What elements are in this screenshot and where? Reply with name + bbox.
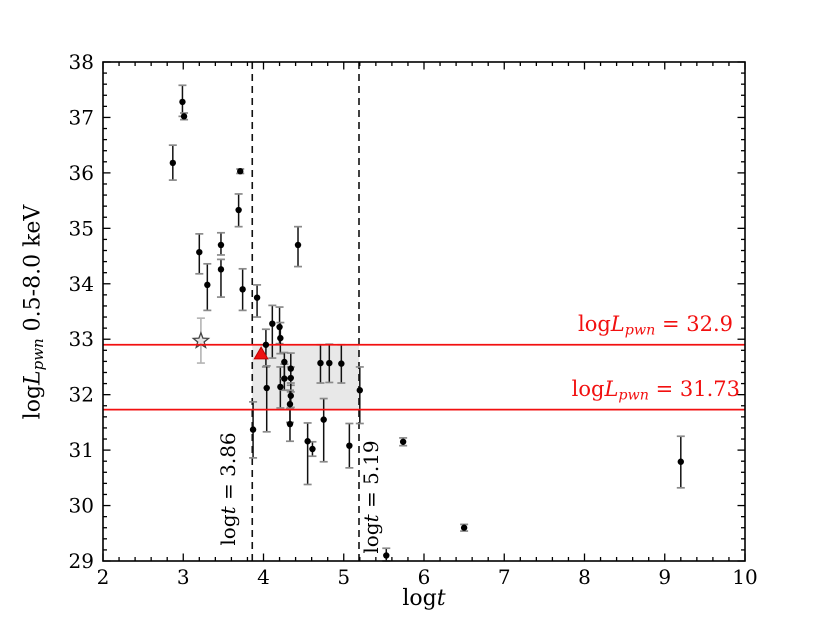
data-point xyxy=(356,387,363,394)
x-tick-label: 3 xyxy=(177,565,190,589)
y-axis-label: logLpwn 0.5-8.0 keV xyxy=(20,204,48,420)
data-point xyxy=(249,426,257,433)
y-tick-label: 37 xyxy=(69,105,94,129)
label-segment: pwn xyxy=(29,338,48,371)
data-point xyxy=(237,168,244,175)
data-point xyxy=(320,416,327,423)
label-segment: t xyxy=(436,585,446,611)
y-tick-label: 30 xyxy=(69,494,94,518)
label-segment: log xyxy=(216,514,240,546)
data-point xyxy=(294,241,302,249)
label-segment: pwn xyxy=(618,387,649,404)
data-point xyxy=(217,266,225,273)
data-point xyxy=(253,294,261,301)
data-point xyxy=(276,323,283,331)
data-point xyxy=(277,383,284,391)
x-tick-label: 7 xyxy=(498,565,511,589)
data-point xyxy=(277,334,284,342)
triangle-marker xyxy=(253,346,269,360)
data-point xyxy=(196,248,203,256)
hline-annotation-31.73: logLpwn = 31.73 xyxy=(571,376,740,404)
data-point xyxy=(179,98,186,106)
data-point xyxy=(180,113,188,120)
data-point xyxy=(286,400,294,408)
data-point xyxy=(263,384,270,392)
data-point xyxy=(399,438,407,445)
y-tick-label: 29 xyxy=(69,549,94,573)
y-tick-label: 38 xyxy=(69,50,94,74)
label-segment: log xyxy=(402,585,437,611)
label-segment: log xyxy=(577,311,611,336)
data-point xyxy=(262,341,270,348)
x-tick-label: 9 xyxy=(658,565,671,589)
data-point xyxy=(287,374,294,382)
label-segment: L xyxy=(20,370,46,385)
data-point xyxy=(326,359,333,367)
y-tick-label: 34 xyxy=(69,272,94,296)
label-segment: = 32.9 xyxy=(655,311,733,336)
x-axis-label: logt xyxy=(402,585,446,611)
hline-annotation-32.9: logLpwn = 32.9 xyxy=(577,311,733,339)
data-point xyxy=(383,552,390,559)
y-tick-label: 31 xyxy=(69,438,94,462)
label-segment: 0.5-8.0 keV xyxy=(20,204,46,339)
x-tick-label: 2 xyxy=(97,565,110,589)
vline-annotation-3.86: logt = 3.86 xyxy=(216,432,240,546)
data-point xyxy=(204,281,211,289)
data-point xyxy=(287,365,294,372)
data-point xyxy=(217,241,225,249)
label-segment: log xyxy=(359,522,383,554)
data-point xyxy=(460,524,468,531)
data-point xyxy=(269,320,276,327)
data-point xyxy=(309,445,316,453)
x-tick-label: 5 xyxy=(337,565,350,589)
y-tick-label: 33 xyxy=(69,327,94,351)
data-point xyxy=(281,358,288,366)
label-segment: = 3.86 xyxy=(216,432,240,507)
label-segment: L xyxy=(610,311,625,336)
data-point xyxy=(677,458,684,465)
data-point xyxy=(239,286,246,293)
x-tick-label: 10 xyxy=(732,565,757,589)
data-point xyxy=(169,159,177,167)
data-point xyxy=(281,375,288,382)
data-point xyxy=(235,206,242,214)
label-segment: t xyxy=(216,506,240,515)
x-tick-label: 6 xyxy=(418,565,431,589)
label-segment: pwn xyxy=(624,322,656,339)
label-segment: t xyxy=(359,514,383,523)
y-tick-label: 32 xyxy=(69,383,94,407)
vline-annotation-5.19: logt = 5.19 xyxy=(359,440,383,554)
axes-frame xyxy=(102,61,746,562)
shaded-region xyxy=(252,344,359,410)
data-point xyxy=(287,392,294,399)
label-segment: L xyxy=(604,376,619,401)
data-point xyxy=(346,442,353,449)
y-tick-label: 36 xyxy=(69,161,94,185)
data-point xyxy=(317,359,324,367)
label-segment: = 5.19 xyxy=(359,440,383,515)
label-segment: = 31.73 xyxy=(648,376,740,401)
y-tick-label: 35 xyxy=(69,216,94,240)
data-point xyxy=(338,360,345,367)
x-tick-label: 8 xyxy=(578,565,591,589)
data-point xyxy=(304,438,311,445)
label-segment: log xyxy=(20,384,46,420)
x-tick-label: 4 xyxy=(257,565,270,589)
label-segment: log xyxy=(571,376,605,401)
data-point xyxy=(286,420,294,428)
